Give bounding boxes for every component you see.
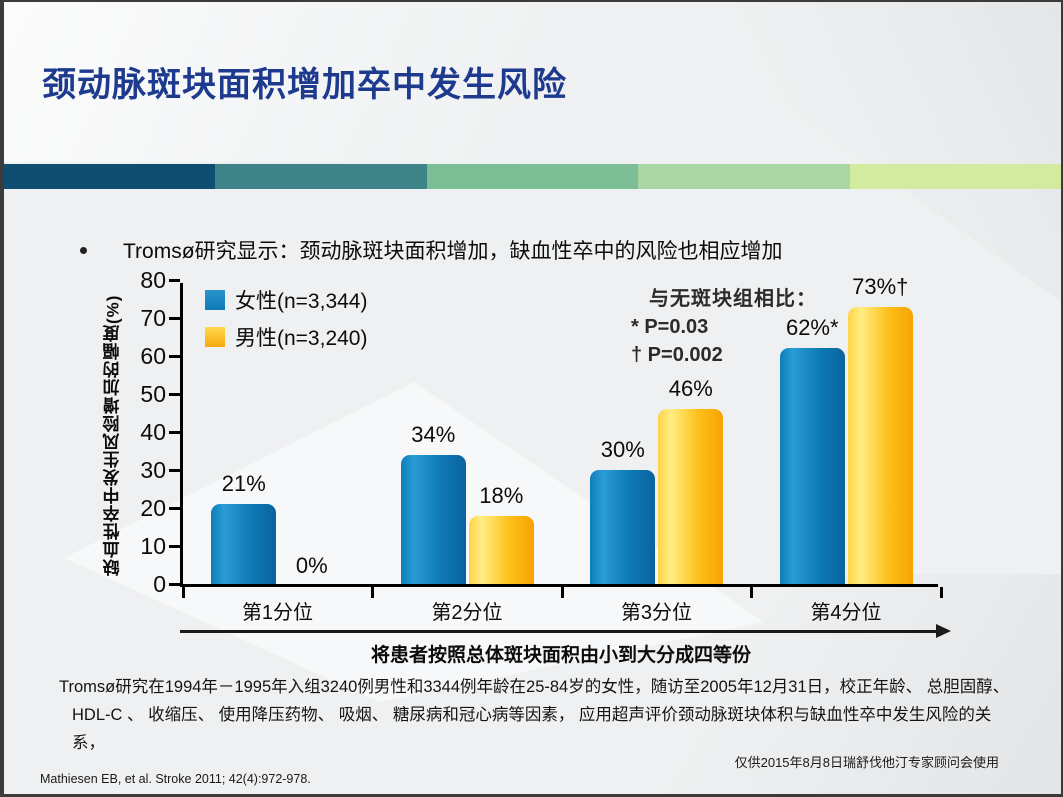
legend-item-male: 男性(n=3,240)	[205, 322, 367, 352]
y-axis-tick	[169, 506, 180, 510]
category-label: 第1分位	[241, 602, 314, 624]
accent-color-band	[4, 164, 1061, 189]
x-axis-tick	[939, 587, 943, 598]
x-axis-tick	[560, 587, 564, 598]
bar-male-q4	[847, 306, 913, 584]
footnote-line: Tromsø研究在1994年－1995年入组3240例男性和3344例年龄在25…	[59, 678, 1010, 696]
annotation-header: 与无斑块组相比：	[649, 288, 817, 310]
y-axis-tick-label: 50	[140, 381, 166, 407]
usage-note: 仅供2015年8月8日瑞舒伐他汀专家顾问会使用	[734, 755, 999, 770]
male-series-swatch-icon	[205, 327, 225, 347]
y-axis-tick-label: 70	[140, 305, 166, 331]
category-label: 第4分位	[810, 602, 882, 624]
bar-value-label: 73%†	[852, 273, 909, 299]
citation-reference: Mathiesen EB, et al. Stroke 2011; 42(4):…	[40, 772, 311, 786]
y-axis-tick	[169, 354, 180, 358]
bar-value-label: 62%*	[785, 315, 839, 341]
y-axis-tick	[169, 392, 180, 396]
bullet-row: Tromsø研究显示：颈动脉斑块面积增加，缺血性卒中的风险也相应增加	[80, 235, 783, 265]
category-label: 第3分位	[620, 602, 693, 624]
bar-female-q2	[400, 454, 466, 584]
x-axis-tick	[181, 587, 185, 598]
y-axis-tick-label: 10	[140, 533, 166, 559]
accent-band-segment-3	[426, 164, 639, 189]
plot-area: 女性(n=3,344) 男性(n=3,240) 与无斑块组相比： * P=0.0…	[140, 268, 943, 624]
page-title: 颈动脉斑块面积增加卒中发生风险	[42, 66, 567, 104]
x-axis-tick	[750, 587, 753, 598]
bar-female-q4	[779, 348, 845, 584]
x-axis-title: 将患者按照总体斑块面积由小到大分成四等份	[370, 645, 751, 666]
annotation-line: † P=0.002	[631, 344, 723, 366]
chart-legend: 女性(n=3,344) 男性(n=3,240)	[205, 285, 367, 359]
accent-band-segment-1	[4, 164, 216, 189]
p-value-annotation: 与无斑块组相比： * P=0.03 † P=0.002	[631, 282, 817, 367]
bar-value-label: 18%	[479, 482, 524, 508]
y-axis-tick	[169, 582, 180, 586]
y-axis-tick	[169, 430, 180, 434]
category-label: 第2分位	[431, 602, 503, 624]
bar-female-q3	[590, 470, 656, 584]
x-axis-arrowhead-icon	[936, 624, 951, 638]
y-axis-tick	[169, 468, 180, 472]
y-axis-tick-label: 30	[140, 457, 166, 483]
study-footnote: Tromsø研究在1994年－1995年入组3240例男性和3344例年龄在25…	[59, 673, 1019, 757]
x-axis-tick	[371, 587, 374, 598]
y-axis-tick-label: 80	[140, 267, 166, 293]
bar-value-label: 46%	[668, 376, 713, 402]
bar-value-label: 0%	[295, 553, 328, 578]
legend-label: 男性(n=3,240)	[235, 327, 368, 350]
female-series-swatch-icon	[205, 290, 225, 310]
bar-male-q3	[658, 409, 724, 584]
annotation-line: * P=0.03	[631, 316, 709, 338]
legend-label: 女性(n=3,344)	[235, 290, 368, 313]
footnote-line: HDL-C 、 收缩压、 使用降压药物、 吸烟、 糖尿病和冠心病等因素， 应用超…	[72, 706, 992, 752]
y-axis-tick-label: 60	[140, 343, 166, 369]
bullet-dot-icon	[80, 247, 87, 254]
bullet-text: Tromsø研究显示：颈动脉斑块面积增加，缺血性卒中的风险也相应增加	[123, 240, 783, 263]
bar-female-q1	[211, 504, 277, 584]
y-axis-tick-label: 40	[140, 419, 166, 445]
y-axis-tick-label: 0	[153, 571, 166, 597]
accent-band-segment-5	[849, 164, 1061, 189]
accent-band-segment-2	[215, 164, 427, 189]
x-axis-arrow	[180, 630, 938, 633]
y-axis-tick	[169, 316, 180, 320]
accent-band-segment-4	[638, 164, 850, 189]
bar-value-label: 34%	[411, 421, 456, 447]
legend-item-female: 女性(n=3,344)	[205, 285, 367, 315]
y-axis-tick	[169, 278, 180, 282]
bar-male-q2	[468, 515, 534, 584]
bar-value-label: 21%	[221, 471, 266, 497]
bar-value-label: 30%	[600, 437, 645, 462]
y-axis-tick	[169, 544, 180, 548]
y-axis-tick-label: 20	[140, 495, 166, 521]
